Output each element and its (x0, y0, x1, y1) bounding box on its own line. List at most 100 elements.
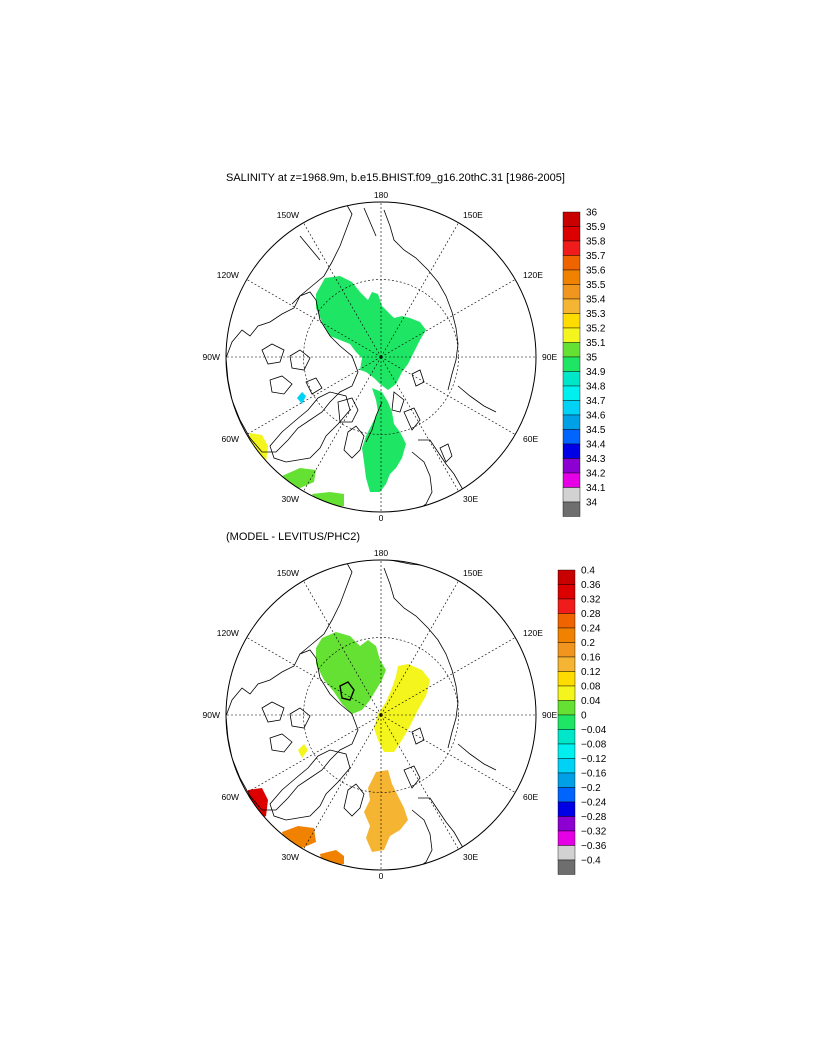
meridian-line (303, 356, 382, 492)
meridian-line (380, 279, 516, 358)
lon-label: 150E (463, 568, 483, 578)
colorbar-label: 35 (586, 353, 598, 364)
colorbar-box (562, 298, 581, 314)
meridian-line (380, 356, 516, 435)
field-green-arctic (316, 632, 386, 714)
lon-label: 0 (379, 513, 384, 523)
lon-label: 120W (217, 270, 239, 280)
colorbar-label: 34.3 (586, 454, 606, 465)
colorbar-label: 0.12 (581, 667, 601, 678)
colorbar-label: 0 (581, 711, 587, 722)
colorbar-box (557, 801, 576, 817)
meridian-line (380, 637, 516, 716)
colorbar-label: 35.7 (586, 251, 606, 262)
lon-label: 90E (542, 710, 557, 720)
panel2-lon-labels: 180 150E 120E 90E 60E 30E 0 30W 60W 90W 120W 150W (203, 548, 558, 881)
colorbar-label: 0.16 (581, 653, 601, 664)
colorbar-box (557, 743, 576, 759)
colorbar-box (557, 569, 576, 585)
colorbar-label: −0.32 (581, 827, 607, 838)
colorbar-label: 34.8 (586, 382, 606, 393)
colorbar-box (557, 830, 576, 846)
panel1-graticule (226, 202, 536, 512)
meridian-line (380, 714, 459, 850)
colorbar-label: 35.2 (586, 324, 606, 335)
coastlines (226, 560, 497, 869)
lon-label: 180 (374, 548, 388, 558)
field-green-atlantic-1 (282, 468, 316, 488)
colorbar-box (562, 269, 581, 285)
meridian-line (380, 222, 459, 358)
lon-label: 90E (542, 352, 557, 362)
colorbar-box (562, 487, 581, 503)
panel2-colorbar: 0.4 0.36 0.32 0.28 0.24 0.2 0.16 0.12 0.08 0.04 0 −… (557, 566, 607, 875)
colorbar-box (557, 598, 576, 614)
lon-label: 60E (523, 792, 538, 802)
colorbar-box (557, 656, 576, 672)
colorbar-label: 35.9 (586, 222, 606, 233)
meridian-line (246, 279, 382, 358)
colorbar-label: −0.16 (581, 769, 607, 780)
panel2-graticule (226, 560, 536, 870)
colorbar-label: 35.6 (586, 266, 606, 277)
lon-label: 30E (463, 494, 478, 504)
panel1-colorbar: 36 35.9 35.8 35.7 35.6 35.5 35.4 35.3 35.2 35.1 35… (562, 208, 606, 517)
lon-label: 60W (221, 792, 238, 802)
lon-label: 30W (282, 852, 299, 862)
field-yellow-eurasian (374, 664, 430, 752)
lon-label: 90W (203, 710, 220, 720)
colorbar-label: 0.4 (581, 566, 595, 577)
field-green-arctic (316, 276, 426, 390)
coastlines (226, 202, 497, 511)
colorbar-label: 0.2 (581, 638, 595, 649)
panel1-map: 180 150E 120E 90E 60E 30E 0 30W 60W 90W 120W 150W 3… (203, 190, 606, 523)
colorbar-box (557, 700, 576, 716)
lon-label: 90W (203, 352, 220, 362)
colorbar-box (562, 313, 581, 329)
colorbar-box (557, 729, 576, 745)
colorbar-label: 0.08 (581, 682, 601, 693)
colorbar-box (562, 414, 581, 430)
meridian-line (303, 222, 382, 358)
field-red-labrador (248, 788, 268, 820)
lon-label: 60E (523, 434, 538, 444)
colorbar-label: 0.36 (581, 580, 601, 591)
lon-label: 150E (463, 210, 483, 220)
colorbar-box (557, 613, 576, 629)
lon-label: 180 (374, 190, 388, 200)
field-green-atlantic-2 (312, 492, 344, 506)
colorbar-label: 0.28 (581, 609, 601, 620)
colorbar-box (562, 284, 581, 300)
colorbar-box (557, 845, 576, 861)
meridian-line (246, 714, 382, 793)
panel2-map: 180 150E 120E 90E 60E 30E 0 30W 60W 90W 120W 150W 0… (203, 548, 607, 881)
colorbar-box (557, 685, 576, 701)
colorbar-label: 35.3 (586, 309, 606, 320)
colorbar-box (557, 859, 576, 875)
meridian-line (303, 714, 382, 850)
lon-label: 30W (282, 494, 299, 504)
colorbar-box (557, 627, 576, 643)
meridian-line (303, 580, 382, 716)
colorbar-box (562, 327, 581, 343)
colorbar-label: 34.1 (586, 483, 606, 494)
meridian-line (380, 356, 459, 492)
colorbar-box (562, 342, 581, 358)
colorbar-box (557, 714, 576, 730)
colorbar-box (557, 671, 576, 687)
colorbar-label: 0.04 (581, 696, 601, 707)
colorbar-label: 35.1 (586, 338, 606, 349)
meridian-line (246, 356, 382, 435)
colorbar-box (562, 255, 581, 271)
colorbar-box (562, 443, 581, 459)
colorbar-label: −0.36 (581, 841, 607, 852)
colorbar-label: 34.2 (586, 469, 606, 480)
meridian-line (380, 714, 516, 793)
colorbar-box (562, 356, 581, 372)
colorbar-box (562, 400, 581, 416)
colorbar-label: 34.7 (586, 396, 606, 407)
colorbar-label: 34.9 (586, 367, 606, 378)
colorbar-label: −0.24 (581, 798, 607, 809)
colorbar-label: −0.04 (581, 725, 607, 736)
